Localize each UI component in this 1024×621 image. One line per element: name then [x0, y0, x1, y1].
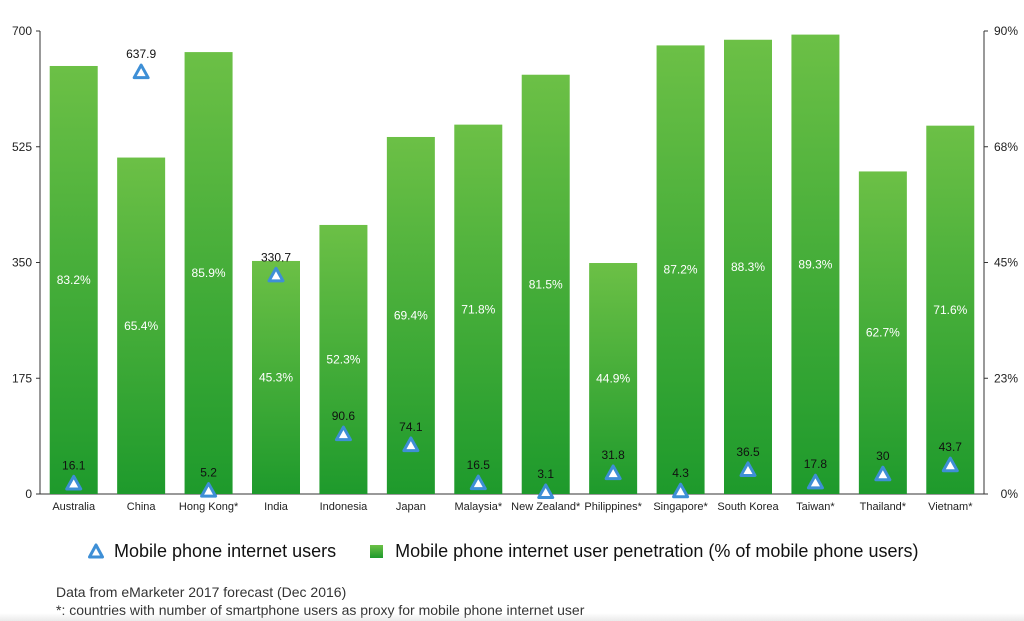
legend-label-users: Mobile phone internet users [114, 540, 337, 561]
user-marker [469, 474, 487, 491]
user-marker [604, 464, 622, 481]
penetration-bar [117, 157, 166, 494]
category-label: Thailand* [860, 501, 907, 513]
user-marker [200, 482, 218, 498]
user-value-label: 17.8 [804, 457, 828, 471]
right-tick-label: 45% [994, 256, 1018, 270]
left-tick-label: 525 [12, 140, 32, 154]
category-label: Japan [396, 501, 426, 513]
penetration-label: 88.3% [731, 260, 765, 274]
user-marker [874, 465, 892, 482]
penetration-bar [791, 34, 840, 495]
right-tick-label: 90% [994, 24, 1018, 38]
penetration-label: 52.3% [326, 352, 360, 366]
left-tick-label: 0 [25, 487, 32, 501]
user-value-label: 43.7 [939, 440, 963, 454]
penetration-bar [49, 65, 98, 494]
user-marker [65, 474, 83, 491]
user-value-label: 31.8 [601, 448, 625, 462]
penetration-bar [926, 125, 975, 494]
category-label: Indonesia [320, 501, 369, 513]
category-label: Malaysia* [454, 501, 502, 513]
penetration-bar [724, 39, 772, 495]
user-value-label: 36.5 [736, 445, 760, 459]
penetration-bar [454, 124, 503, 494]
triangle-marker-icon [88, 543, 104, 559]
user-value-label: 16.5 [467, 458, 491, 472]
category-label: Taiwan* [796, 501, 835, 513]
penetration-label: 83.2% [57, 273, 91, 287]
penetration-label: 62.7% [866, 326, 900, 340]
category-label: Philippines* [584, 501, 642, 513]
user-marker [806, 473, 824, 490]
right-tick-label: 23% [994, 371, 1018, 385]
user-value-label: 74.1 [399, 420, 423, 434]
penetration-bar [252, 260, 300, 494]
penetration-bar [858, 171, 907, 494]
category-label: India [264, 501, 289, 513]
penetration-label: 71.8% [461, 302, 495, 316]
penetration-bar [386, 136, 435, 494]
left-tick-label: 175 [12, 371, 32, 385]
user-value-label: 330.7 [261, 250, 291, 264]
category-label: Vietnam* [928, 501, 973, 513]
right-tick-label: 68% [994, 140, 1018, 154]
category-label: China [127, 501, 157, 513]
penetration-bar [656, 45, 705, 494]
bottom-fade [0, 613, 1024, 621]
source-note: Data from eMarketer 2017 forecast (Dec 2… [56, 584, 347, 600]
user-value-label: 637.9 [126, 47, 156, 61]
penetration-bar [319, 224, 368, 494]
combo-chart: 0 175 350 525 700 0% 23% 45% 68% 90% Australia Chin… [12, 24, 1019, 513]
penetration-label: 89.3% [798, 257, 832, 271]
penetration-bar [184, 52, 233, 494]
user-marker [537, 483, 555, 500]
category-label: South Korea [717, 501, 779, 513]
left-tick-label: 350 [12, 256, 32, 270]
right-tick-label: 0% [1001, 487, 1019, 501]
user-value-label: 3.1 [537, 467, 554, 481]
user-marker [402, 436, 420, 453]
user-value-label: 5.2 [200, 466, 217, 480]
user-marker [267, 266, 285, 283]
user-value-label: 16.1 [62, 458, 86, 472]
legend-label-penetration: Mobile phone internet user penetration (… [395, 540, 919, 561]
penetration-bar [521, 74, 570, 494]
penetration-label: 45.3% [259, 370, 293, 384]
user-marker [672, 482, 690, 499]
legend-item-users: Mobile phone internet users [88, 541, 336, 562]
category-label: New Zealand* [511, 501, 581, 513]
green-square-icon [370, 544, 384, 558]
user-value-label: 30 [876, 449, 890, 463]
penetration-label: 71.6% [933, 303, 967, 317]
penetration-label: 81.5% [529, 277, 563, 291]
user-marker [739, 461, 757, 477]
user-value-label: 90.6 [332, 409, 356, 423]
penetration-label: 65.4% [124, 319, 158, 333]
legend: Mobile phone internet users Mobile phone… [88, 538, 988, 564]
penetration-label: 69.4% [394, 308, 428, 322]
left-tick-label: 700 [12, 24, 32, 38]
penetration-label: 85.9% [192, 266, 226, 280]
category-label: Hong Kong* [179, 501, 239, 513]
legend-item-penetration: Mobile phone internet user penetration (… [370, 541, 918, 562]
category-label: Singapore* [653, 501, 708, 513]
user-value-label: 4.3 [672, 466, 689, 480]
user-marker [132, 63, 150, 80]
user-marker [334, 425, 352, 442]
user-marker [941, 456, 959, 473]
category-label: Australia [52, 501, 96, 513]
penetration-label: 44.9% [596, 372, 630, 386]
penetration-label: 87.2% [664, 263, 698, 277]
penetration-bar [589, 263, 638, 494]
